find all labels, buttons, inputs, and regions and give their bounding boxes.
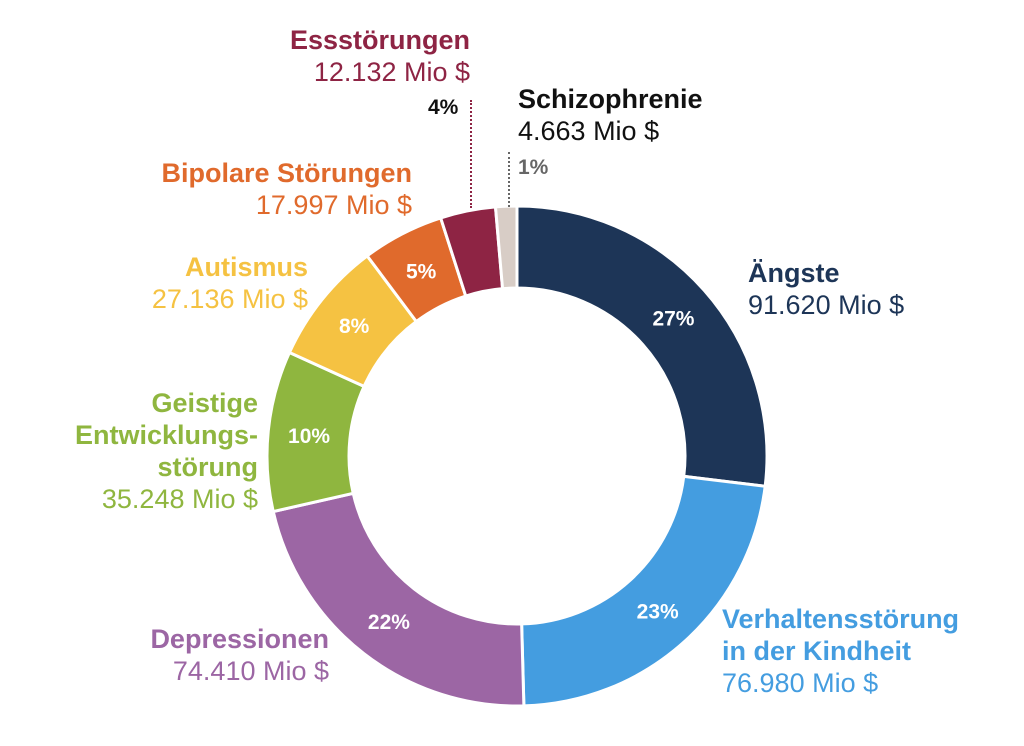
slice-label-schizophrenie: Schizophrenie 4.663 Mio $ [518, 84, 703, 148]
slice-name-verhaltensstorung-2: in der Kindheit [722, 635, 911, 666]
slice-depressionen [271, 491, 526, 708]
slice-schizophrenie [493, 204, 519, 291]
slice-name-schizophrenie: Schizophrenie [518, 84, 703, 114]
slice-name-geistige-1: Geistige [151, 388, 258, 418]
percent-label-verhaltensst-rung-in-der-kindheit: 23% [637, 601, 679, 624]
slice-ngste [515, 204, 769, 488]
slice-label-geistige-entwicklungsstorung: Geistige Entwicklungs- störung 35.248 Mi… [75, 388, 258, 515]
slice-name-depressionen: Depressionen [150, 624, 329, 654]
slice-value-autismus: 27.136 Mio $ [151, 283, 308, 314]
slice-label-depressionen: Depressionen 74.410 Mio $ [150, 624, 329, 688]
percent-label-schizophrenie: 1% [518, 156, 549, 179]
percent-labels: 27% 23% 22% 10% 8% 5% [288, 260, 695, 634]
slice-value-depressionen: 74.410 Mio $ [172, 655, 329, 686]
percent-label-bipolare-st-rungen: 5% [406, 260, 437, 283]
slice-name-essstorungen: Essstörungen [289, 25, 470, 55]
slice-value-angste: 91.620 Mio $ [748, 289, 905, 320]
slice-name-autismus: Autismus [184, 252, 308, 282]
slice-value-geistige: 35.248 Mio $ [101, 483, 258, 514]
leader-line-schizophrenie [508, 152, 510, 207]
slice-label-verhaltensstorung: Verhaltensstörung in der Kindheit 76.980… [722, 604, 959, 700]
donut-slices [265, 204, 769, 708]
slice-name-bipolare: Bipolare Störungen [161, 158, 412, 188]
slice-name-geistige-2: Entwicklungs- [74, 419, 258, 450]
slice-value-schizophrenie: 4.663 Mio $ [518, 115, 660, 146]
slice-name-geistige-3: störung [157, 451, 259, 482]
percent-label-autismus: 8% [339, 315, 370, 338]
slice-value-bipolare: 17.997 Mio $ [255, 189, 412, 220]
slice-name-angste: Ängste [748, 258, 840, 288]
percent-label-essstorungen: 4% [428, 96, 459, 119]
percent-label-ngste: 27% [652, 307, 694, 330]
slice-label-essstorungen: Essstörungen 12.132 Mio $ [290, 25, 470, 89]
leader-line-essstorungen [470, 100, 472, 208]
slice-label-bipolare-storungen: Bipolare Störungen 17.997 Mio $ [161, 158, 412, 222]
percent-label-geistige-entwicklungsst-rung: 10% [288, 425, 330, 448]
percent-label-depressionen: 22% [368, 611, 410, 634]
slice-value-essstorungen: 12.132 Mio $ [313, 56, 470, 87]
slice-label-autismus: Autismus 27.136 Mio $ [152, 252, 308, 316]
slice-value-verhaltensstorung: 76.980 Mio $ [722, 667, 879, 698]
slice-label-angste: Ängste 91.620 Mio $ [748, 258, 904, 322]
slice-name-verhaltensstorung-1: Verhaltensstörung [722, 604, 960, 634]
